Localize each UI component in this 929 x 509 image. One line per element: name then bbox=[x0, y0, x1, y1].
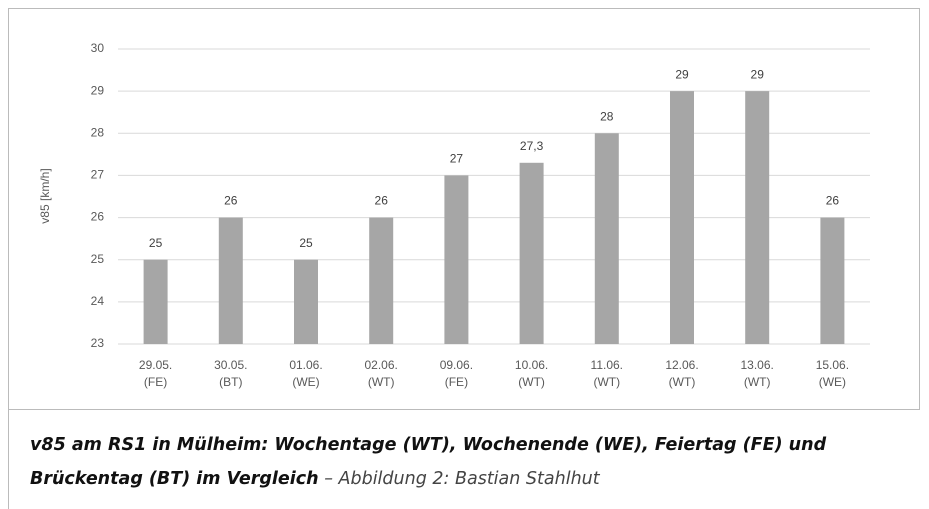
value-label: 29 bbox=[751, 67, 765, 81]
bar bbox=[519, 162, 544, 344]
x-tick-label: (WT) bbox=[518, 375, 545, 389]
caption-credit: – Abbildung 2: Bastian Stahlhut bbox=[318, 469, 600, 489]
bar bbox=[745, 91, 770, 345]
bar bbox=[670, 91, 694, 345]
chart-frame bbox=[8, 8, 920, 410]
value-label: 25 bbox=[149, 236, 163, 250]
x-tick-label: (WT) bbox=[669, 375, 696, 389]
caption-title: v85 am RS1 in Mülheim: Wochentage (WT), … bbox=[30, 435, 827, 489]
y-tick-label: 24 bbox=[91, 294, 105, 308]
value-label: 25 bbox=[299, 236, 313, 250]
value-label: 26 bbox=[224, 194, 238, 208]
value-label: 29 bbox=[675, 67, 689, 81]
x-tick-label: (WE) bbox=[292, 375, 319, 389]
value-label: 26 bbox=[826, 194, 840, 208]
x-tick-label: 10.06. bbox=[515, 358, 548, 372]
y-tick-label: 23 bbox=[91, 336, 105, 350]
bar bbox=[444, 175, 469, 344]
x-tick-label: (BT) bbox=[219, 375, 242, 389]
value-label: 27,3 bbox=[520, 139, 544, 153]
bar bbox=[143, 259, 168, 344]
bar bbox=[218, 217, 243, 344]
caption: v85 am RS1 in Mülheim: Wochentage (WT), … bbox=[30, 428, 910, 496]
bar bbox=[369, 217, 394, 344]
y-tick-label: 29 bbox=[91, 83, 105, 97]
x-tick-label: (FE) bbox=[144, 375, 167, 389]
x-tick-label: (WT) bbox=[744, 375, 771, 389]
y-tick-label: 28 bbox=[91, 125, 105, 139]
y-tick-label: 30 bbox=[91, 41, 105, 55]
y-tick-label: 26 bbox=[91, 210, 105, 224]
x-tick-label: 30.05. bbox=[214, 358, 247, 372]
value-label: 28 bbox=[600, 109, 614, 123]
bar bbox=[294, 259, 318, 344]
x-tick-label: (WT) bbox=[368, 375, 395, 389]
bar bbox=[820, 217, 845, 344]
y-axis-label: v85 [km/h] bbox=[38, 168, 52, 223]
x-tick-label: 02.06. bbox=[365, 358, 398, 372]
value-label: 26 bbox=[375, 194, 389, 208]
x-tick-label: 01.06. bbox=[289, 358, 322, 372]
x-tick-label: 12.06. bbox=[665, 358, 698, 372]
x-tick-label: (WT) bbox=[593, 375, 620, 389]
x-tick-label: 29.05. bbox=[139, 358, 172, 372]
x-tick-label: (WE) bbox=[819, 375, 846, 389]
x-tick-label: (FE) bbox=[445, 375, 468, 389]
bar bbox=[594, 133, 619, 344]
y-tick-label: 27 bbox=[91, 168, 105, 182]
y-tick-label: 25 bbox=[91, 252, 105, 266]
x-tick-label: 13.06. bbox=[741, 358, 774, 372]
x-tick-label: 09.06. bbox=[440, 358, 473, 372]
x-tick-label: 15.06. bbox=[816, 358, 849, 372]
x-tick-label: 11.06. bbox=[591, 358, 623, 372]
value-label: 27 bbox=[450, 152, 464, 166]
